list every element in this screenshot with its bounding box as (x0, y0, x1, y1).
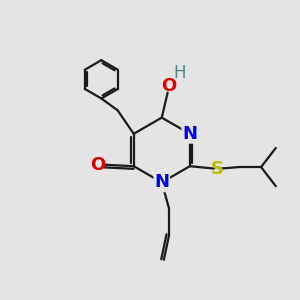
Text: N: N (182, 125, 197, 143)
Text: H: H (174, 64, 186, 82)
Text: N: N (154, 173, 169, 191)
Text: O: O (90, 156, 105, 174)
Text: O: O (160, 77, 176, 95)
Text: S: S (210, 160, 224, 178)
